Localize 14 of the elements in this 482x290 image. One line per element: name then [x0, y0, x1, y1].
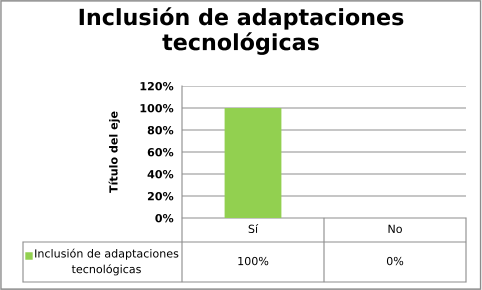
- x-tick-label: No: [388, 224, 402, 234]
- x-tick-label: Sí: [248, 224, 258, 234]
- y-tick-label: 20%: [148, 192, 174, 200]
- y-tick-label: 60%: [148, 148, 174, 156]
- y-axis-title: Título del eje: [108, 112, 120, 193]
- chart-title: Inclusión de adaptaciones tecnológicas: [80, 7, 404, 55]
- y-tick-label: 40%: [148, 170, 174, 178]
- y-tick-label: 100%: [140, 104, 174, 112]
- legend-label: Inclusión de adaptaciones tecnológicas: [35, 248, 178, 276]
- y-tick-label: 0%: [155, 214, 174, 222]
- text: 0%: [386, 256, 404, 266]
- y-tick-label: 80%: [148, 126, 174, 134]
- text: 100%: [238, 256, 268, 266]
- y-tick-label: 120%: [140, 82, 174, 90]
